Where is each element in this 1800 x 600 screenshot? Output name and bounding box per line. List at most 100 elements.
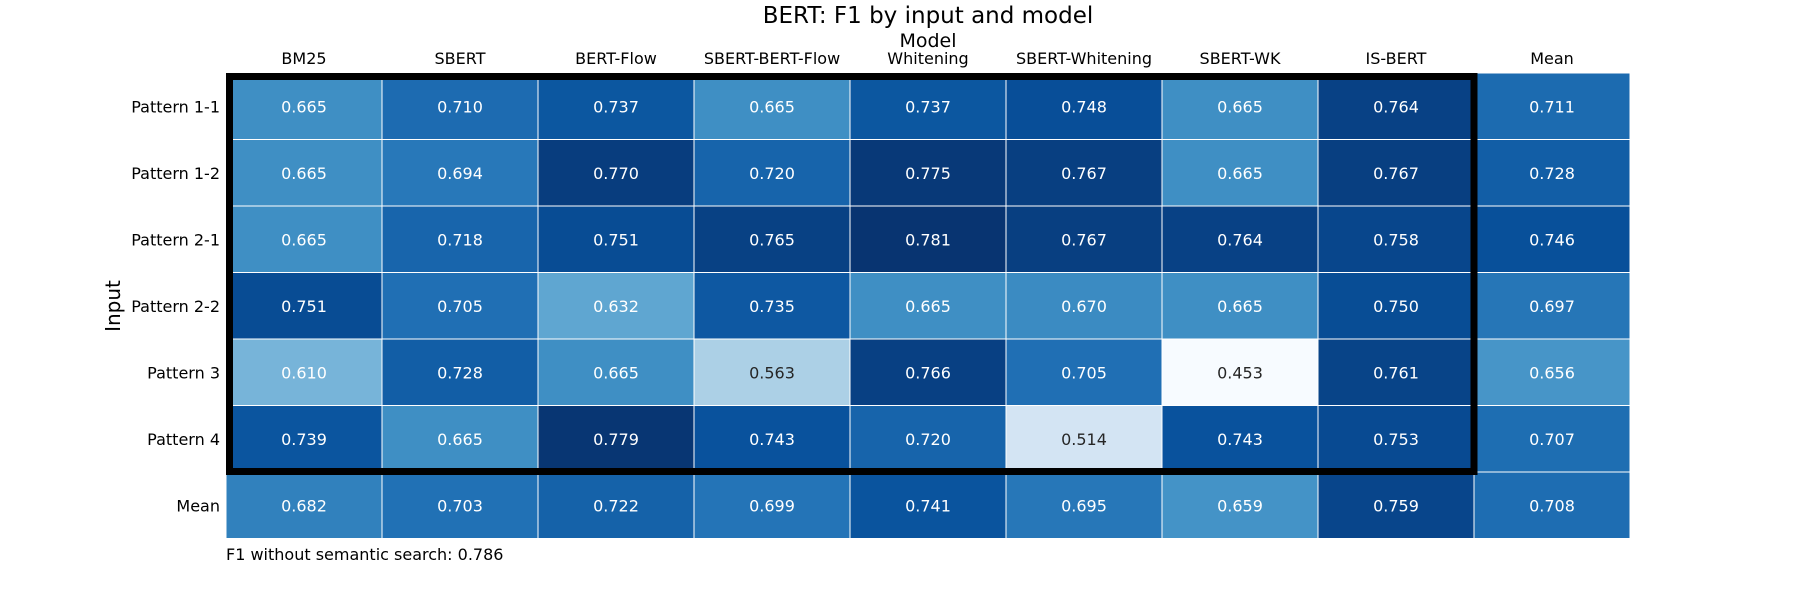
heatmap-cell — [537, 139, 695, 207]
cell-value-label: 0.765 — [749, 230, 795, 249]
footnote: F1 without semantic search: 0.786 — [226, 545, 503, 564]
heatmap-cell — [693, 205, 851, 273]
heatmap-cell — [225, 338, 383, 406]
heatmap-cell — [225, 139, 383, 207]
cell-value-label: 0.739 — [281, 430, 327, 449]
cell-value-label: 0.705 — [1061, 363, 1107, 382]
cell-value-label: 0.697 — [1529, 297, 1575, 316]
cell-value-label: 0.665 — [281, 164, 327, 183]
heatmap-cell — [849, 139, 1007, 207]
heatmap-cell — [1317, 272, 1475, 340]
cell-value-label: 0.761 — [1373, 363, 1419, 382]
cell-value-label: 0.703 — [437, 496, 483, 515]
heatmap-cell — [1473, 139, 1631, 207]
cell-value-label: 0.764 — [1217, 230, 1263, 249]
cell-value-label: 0.741 — [905, 496, 951, 515]
heatmap-cell — [1317, 205, 1475, 273]
cell-value-label: 0.665 — [593, 363, 639, 382]
cell-value-label: 0.722 — [593, 496, 639, 515]
cell-value-label: 0.710 — [437, 97, 483, 116]
column-label: Whitening — [887, 49, 968, 68]
row-label: Pattern 1-1 — [131, 97, 220, 116]
heatmap-cell — [225, 272, 383, 340]
heatmap-cell — [1317, 139, 1475, 207]
column-labels: BM25 SBERT BERT-Flow SBERT-BERT-Flow Whiteni… — [281, 49, 1573, 68]
cell-value-label: 0.775 — [905, 164, 951, 183]
chart-title: BERT: F1 by input and model — [763, 3, 1094, 29]
cell-value-label: 0.746 — [1529, 230, 1575, 249]
cell-value-label: 0.781 — [905, 230, 951, 249]
cell-value-label: 0.665 — [1217, 164, 1263, 183]
cell-value-label: 0.737 — [593, 97, 639, 116]
heatmap-cell — [1005, 272, 1163, 340]
cell-value-label: 0.767 — [1373, 164, 1419, 183]
row-label: Mean — [176, 496, 220, 515]
heatmap-cell — [225, 205, 383, 273]
cell-value-label: 0.728 — [1529, 164, 1575, 183]
cell-value-label: 0.750 — [1373, 297, 1419, 316]
cell-value-label: 0.759 — [1373, 496, 1419, 515]
cell-value-label: 0.695 — [1061, 496, 1107, 515]
heatmap-cell — [1005, 405, 1163, 473]
cell-value-label: 0.699 — [749, 496, 795, 515]
cell-value-label: 0.708 — [1529, 496, 1575, 515]
x-axis-title: Model — [899, 30, 956, 52]
heatmap-cell — [1005, 72, 1163, 140]
cell-value-label: 0.711 — [1529, 97, 1575, 116]
heatmap-cell — [1005, 139, 1163, 207]
cell-value-label: 0.665 — [749, 97, 795, 116]
heatmap-cell — [1473, 471, 1631, 539]
heatmap-cell — [1473, 205, 1631, 273]
cell-value-label: 0.665 — [437, 430, 483, 449]
cell-value-label: 0.656 — [1529, 363, 1575, 382]
cell-value-label: 0.610 — [281, 363, 327, 382]
heatmap-cell — [1317, 72, 1475, 140]
cell-value-label: 0.751 — [281, 297, 327, 316]
heatmap-cell — [1473, 405, 1631, 473]
heatmap-cell — [849, 405, 1007, 473]
column-label: SBERT — [435, 49, 486, 68]
heatmap-cell — [849, 72, 1007, 140]
cell-value-label: 0.718 — [437, 230, 483, 249]
cell-value-label: 0.694 — [437, 164, 483, 183]
cell-value-label: 0.665 — [281, 230, 327, 249]
heatmap-cell — [537, 272, 695, 340]
cell-value-label: 0.743 — [749, 430, 795, 449]
heatmap-cell — [849, 272, 1007, 340]
cell-value-label: 0.720 — [905, 430, 951, 449]
heatmap-cell — [381, 139, 539, 207]
row-labels: Pattern 1-1 Pattern 1-2 Pattern 2-1 Pattern… — [131, 97, 220, 515]
heatmap-cell — [1005, 471, 1163, 539]
cell-value-label: 0.764 — [1373, 97, 1419, 116]
row-label: Pattern 2-1 — [131, 230, 220, 249]
column-label: SBERT-Whitening — [1016, 49, 1152, 68]
cell-value-label: 0.767 — [1061, 230, 1107, 249]
row-label: Pattern 4 — [147, 430, 220, 449]
heatmap-cell — [381, 272, 539, 340]
column-label: SBERT-WK — [1200, 49, 1281, 68]
column-label: SBERT-BERT-Flow — [704, 49, 840, 68]
heatmap-cell — [225, 471, 383, 539]
cell-value-label: 0.751 — [593, 230, 639, 249]
heatmap-cell — [1161, 338, 1319, 406]
heatmap-cell — [1005, 205, 1163, 273]
heatmap-cell — [693, 72, 851, 140]
cell-value-label: 0.720 — [749, 164, 795, 183]
heatmap-cell — [1317, 405, 1475, 473]
cell-value-label: 0.748 — [1061, 97, 1107, 116]
cell-value-label: 0.737 — [905, 97, 951, 116]
cell-value-label: 0.665 — [905, 297, 951, 316]
cell-value-label: 0.767 — [1061, 164, 1107, 183]
column-label: BERT-Flow — [575, 49, 657, 68]
cell-value-label: 0.770 — [593, 164, 639, 183]
heatmap-cell — [537, 471, 695, 539]
heatmap-cell — [537, 405, 695, 473]
heatmap-cell — [1161, 205, 1319, 273]
column-label: Mean — [1530, 49, 1574, 68]
heatmap-cell — [693, 471, 851, 539]
heatmap-cell — [1317, 471, 1475, 539]
cell-value-label: 0.563 — [749, 363, 795, 382]
cell-value-label: 0.665 — [1217, 297, 1263, 316]
heatmap-cell — [1161, 139, 1319, 207]
